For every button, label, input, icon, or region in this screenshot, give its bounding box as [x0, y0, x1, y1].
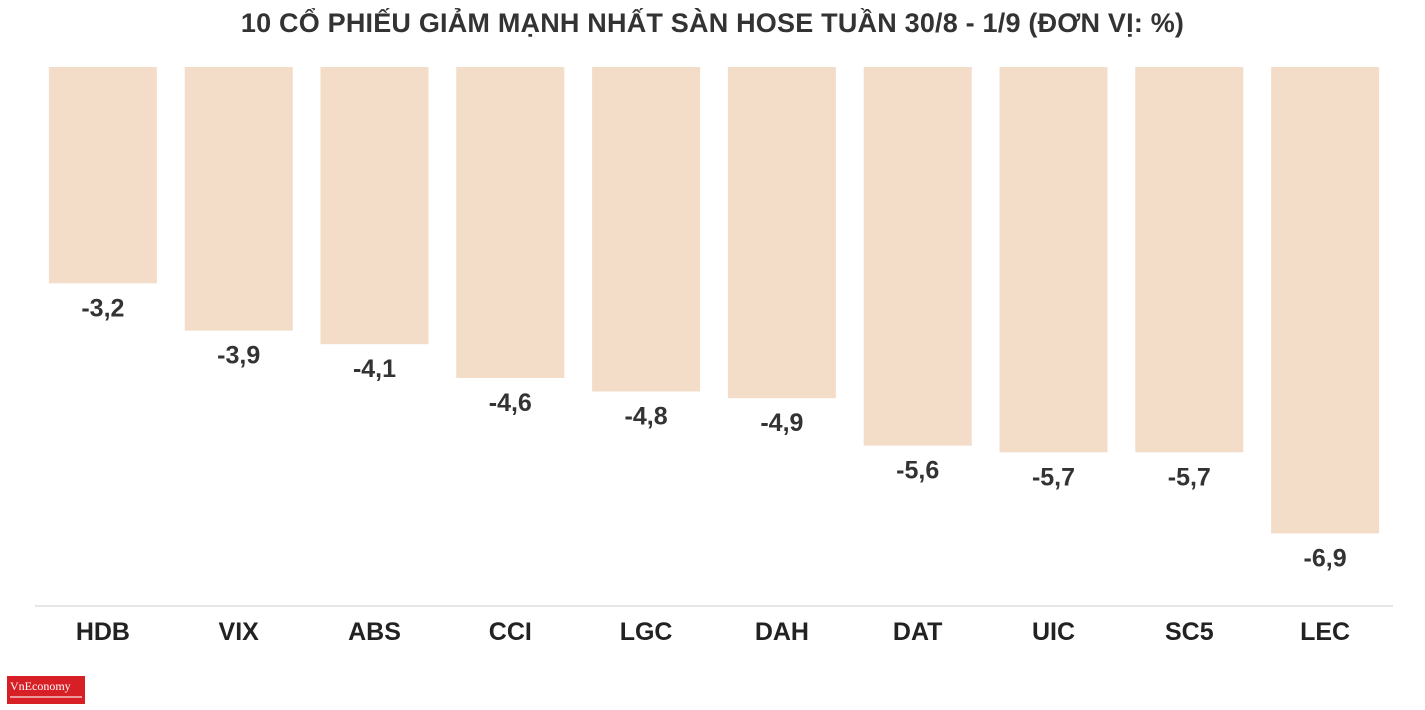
- brand-logo-text: VnEconomy: [10, 679, 71, 693]
- x-tick-label-dah: DAH: [755, 618, 809, 646]
- bar-hdb: [48, 67, 157, 284]
- value-label-vix: -3,9: [217, 342, 260, 370]
- bar-vix: [184, 67, 293, 331]
- x-tick-label-abs: ABS: [348, 618, 401, 646]
- value-label-uic: -5,7: [1032, 463, 1075, 491]
- value-label-cci: -4,6: [489, 389, 532, 417]
- x-tick-label-sc5: SC5: [1165, 618, 1214, 646]
- bar-sc5: [1135, 67, 1244, 453]
- value-labels-group: -3,2 -3,9 -4,1 -4,6 -4,8 -4,9 -5,6 -5,7 -5,7 -6,9: [81, 294, 1346, 572]
- value-label-hdb: -3,2: [81, 294, 124, 322]
- brand-tagline-strip: [10, 696, 82, 698]
- value-label-sc5: -5,7: [1168, 463, 1211, 491]
- bars-group: [48, 67, 1380, 534]
- chart-title: 10 CỔ PHIẾU GIẢM MẠNH NHẤT SÀN HOSE TUẦN…: [240, 8, 1185, 38]
- x-tick-label-lgc: LGC: [620, 618, 673, 646]
- tick-labels-group: HDB VIX ABS CCI LGC DAH DAT UIC SC5 LEC: [76, 618, 1350, 646]
- value-label-lec: -6,9: [1304, 544, 1347, 572]
- value-label-abs: -4,1: [353, 355, 396, 383]
- value-label-lgc: -4,8: [625, 403, 668, 431]
- value-label-dah: -4,9: [760, 409, 803, 437]
- x-tick-label-hdb: HDB: [76, 618, 130, 646]
- x-tick-label-dat: DAT: [893, 618, 943, 646]
- bar-lec: [1271, 67, 1380, 534]
- x-tick-label-cci: CCI: [489, 618, 532, 646]
- bar-dat: [863, 67, 972, 446]
- bar-abs: [320, 67, 429, 345]
- bar-cci: [456, 67, 565, 378]
- bar-uic: [999, 67, 1108, 453]
- value-label-dat: -5,6: [896, 457, 939, 485]
- x-tick-label-vix: VIX: [219, 618, 260, 646]
- bar-lgc: [592, 67, 701, 392]
- x-tick-label-lec: LEC: [1300, 618, 1350, 646]
- bar-dah: [727, 67, 836, 399]
- brand-logo: VnEconomy: [7, 676, 85, 704]
- x-tick-label-uic: UIC: [1032, 618, 1075, 646]
